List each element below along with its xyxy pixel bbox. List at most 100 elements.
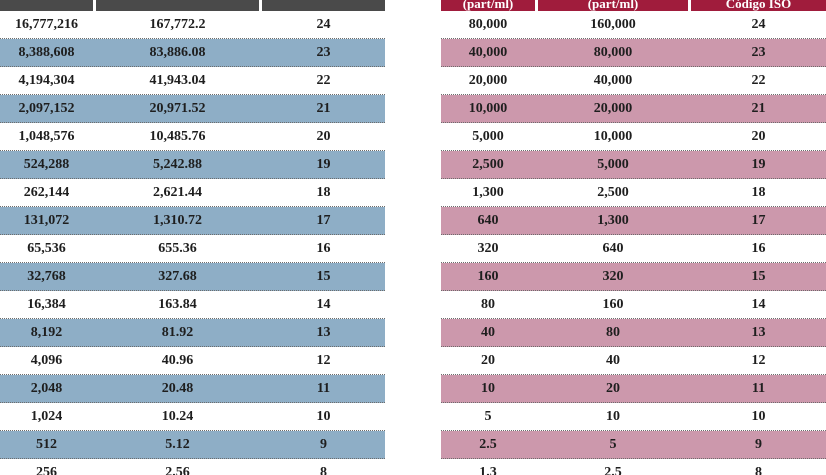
table-row: 40 80 13 <box>441 319 826 347</box>
table-cell: 2.5 <box>604 465 622 475</box>
table-cell: 21 <box>751 101 766 116</box>
table-cell: 8 <box>755 465 762 475</box>
table-cell: 640 <box>602 241 624 256</box>
table-cell: 80,000 <box>468 17 508 32</box>
table-row: 2.5 5 9 <box>441 431 826 459</box>
table-cell: 12 <box>316 353 331 368</box>
table-cell: 4,096 <box>30 353 63 368</box>
table-body-left: 16,777,216 167,772.2 24 8,388,608 83,886.08 2… <box>0 11 385 475</box>
table-cell: 9 <box>320 437 327 452</box>
table-cell: 131,072 <box>23 213 70 228</box>
table-cell: 327.68 <box>158 269 197 284</box>
table-cell: 512 <box>36 437 57 452</box>
table-cell: 2,097,152 <box>18 101 75 116</box>
header-cell <box>262 0 385 11</box>
table-cell: 80 <box>606 325 620 340</box>
table-cell: 8 <box>320 465 327 475</box>
table-cell: 23 <box>751 45 766 60</box>
table-cell: 1,300 <box>472 185 504 200</box>
header-cell <box>96 0 259 11</box>
table-cell: 40.96 <box>161 353 194 368</box>
table-cell: 5 <box>484 409 492 424</box>
table-cell: 5,000 <box>472 129 504 144</box>
table-cell: 1.3 <box>479 465 497 475</box>
table-cell: 10.24 <box>161 409 194 424</box>
table-row: 2,048 20.48 11 <box>0 375 385 403</box>
table-cell: 8,192 <box>30 325 63 340</box>
table-row: 40,000 80,000 23 <box>441 39 826 67</box>
table-row: 524,288 5,242.88 19 <box>0 151 385 179</box>
table-cell: 40 <box>606 353 620 368</box>
table-cell: 20,000 <box>593 101 633 116</box>
table-cell: 15 <box>751 269 766 284</box>
table-cell: 2,500 <box>472 157 504 172</box>
table-row: 262,144 2,621.44 18 <box>0 179 385 207</box>
table-cell: 21 <box>316 101 331 116</box>
table-cell: 22 <box>316 73 331 88</box>
table-cell: 5 <box>609 437 617 452</box>
table-cell: 1,300 <box>597 213 629 228</box>
table-row: 80,000 160,000 24 <box>441 11 826 39</box>
table-cell: 10,000 <box>593 129 633 144</box>
table-row: 5 10 10 <box>441 403 826 431</box>
table-cell: 2.5 <box>479 437 497 452</box>
table-cell: 14 <box>316 297 331 312</box>
table-cell: 2,500 <box>597 185 629 200</box>
table-cell: 40 <box>481 325 495 340</box>
table-cell: 40,000 <box>593 73 633 88</box>
table-cell: 23 <box>316 45 331 60</box>
table-cell: 20,000 <box>468 73 508 88</box>
table-cell: 10 <box>481 381 495 396</box>
table-cell: 5.12 <box>165 437 190 452</box>
table-cell: 20 <box>316 129 331 144</box>
table-cell: 40,000 <box>468 45 508 60</box>
table-cell: 4,194,304 <box>18 73 75 88</box>
table-row: 320 640 16 <box>441 235 826 263</box>
table-row: 640 1,300 17 <box>441 207 826 235</box>
table-cell: 5,000 <box>597 157 629 172</box>
table-cell: 17 <box>316 213 331 228</box>
table-row: 16,777,216 167,772.2 24 <box>0 11 385 39</box>
table-row: 8,192 81.92 13 <box>0 319 385 347</box>
table-cell: 17 <box>751 213 766 228</box>
table-row: 4,194,304 41,943.04 22 <box>0 67 385 95</box>
table-cell: 19 <box>751 157 766 172</box>
table-cell: 5,242.88 <box>153 157 202 172</box>
table-cell: 80 <box>481 297 495 312</box>
table-cell: 14 <box>751 297 766 312</box>
table-cell: 16,384 <box>27 297 66 312</box>
table-cell: 160,000 <box>590 17 636 32</box>
table-row: 8,388,608 83,886.08 23 <box>0 39 385 67</box>
table-cell: 32,768 <box>27 269 66 284</box>
table-row: 65,536 655.36 16 <box>0 235 385 263</box>
table-body-right: 80,000 160,000 24 40,000 80,000 23 20,000 40,00… <box>441 11 826 475</box>
table-row: 2,500 5,000 19 <box>441 151 826 179</box>
table-cell: 20 <box>481 353 495 368</box>
table-row: 1,024 10.24 10 <box>0 403 385 431</box>
table-cell: 2,048 <box>30 381 63 396</box>
table-cell: 16,777,216 <box>15 17 78 32</box>
table-cell: 41,943.04 <box>149 73 206 88</box>
table-cell: 9 <box>755 437 762 452</box>
table-row: 32,768 327.68 15 <box>0 263 385 291</box>
table-cell: 24 <box>316 17 331 32</box>
table-cell: 15 <box>316 269 331 284</box>
table-row: 80 160 14 <box>441 291 826 319</box>
table-row: 131,072 1,310.72 17 <box>0 207 385 235</box>
table-row: 10,000 20,000 21 <box>441 95 826 123</box>
table-cell: 1,310.72 <box>153 213 202 228</box>
table-cell: 2.56 <box>165 465 190 475</box>
table-cell: 24 <box>751 17 766 32</box>
table-cell: 20.48 <box>161 381 194 396</box>
table-cell: 80,000 <box>593 45 633 60</box>
table-cell: 18 <box>316 185 331 200</box>
table-cell: 12 <box>751 353 766 368</box>
table-row: 1,300 2,500 18 <box>441 179 826 207</box>
table-cell: 18 <box>751 185 766 200</box>
table-cell: 65,536 <box>27 241 66 256</box>
table-cell: 22 <box>751 73 766 88</box>
table-cell: 655.36 <box>158 241 197 256</box>
table-cell: 10 <box>751 409 766 424</box>
table-cell: 2,621.44 <box>153 185 202 200</box>
table-cell: 160 <box>602 297 624 312</box>
